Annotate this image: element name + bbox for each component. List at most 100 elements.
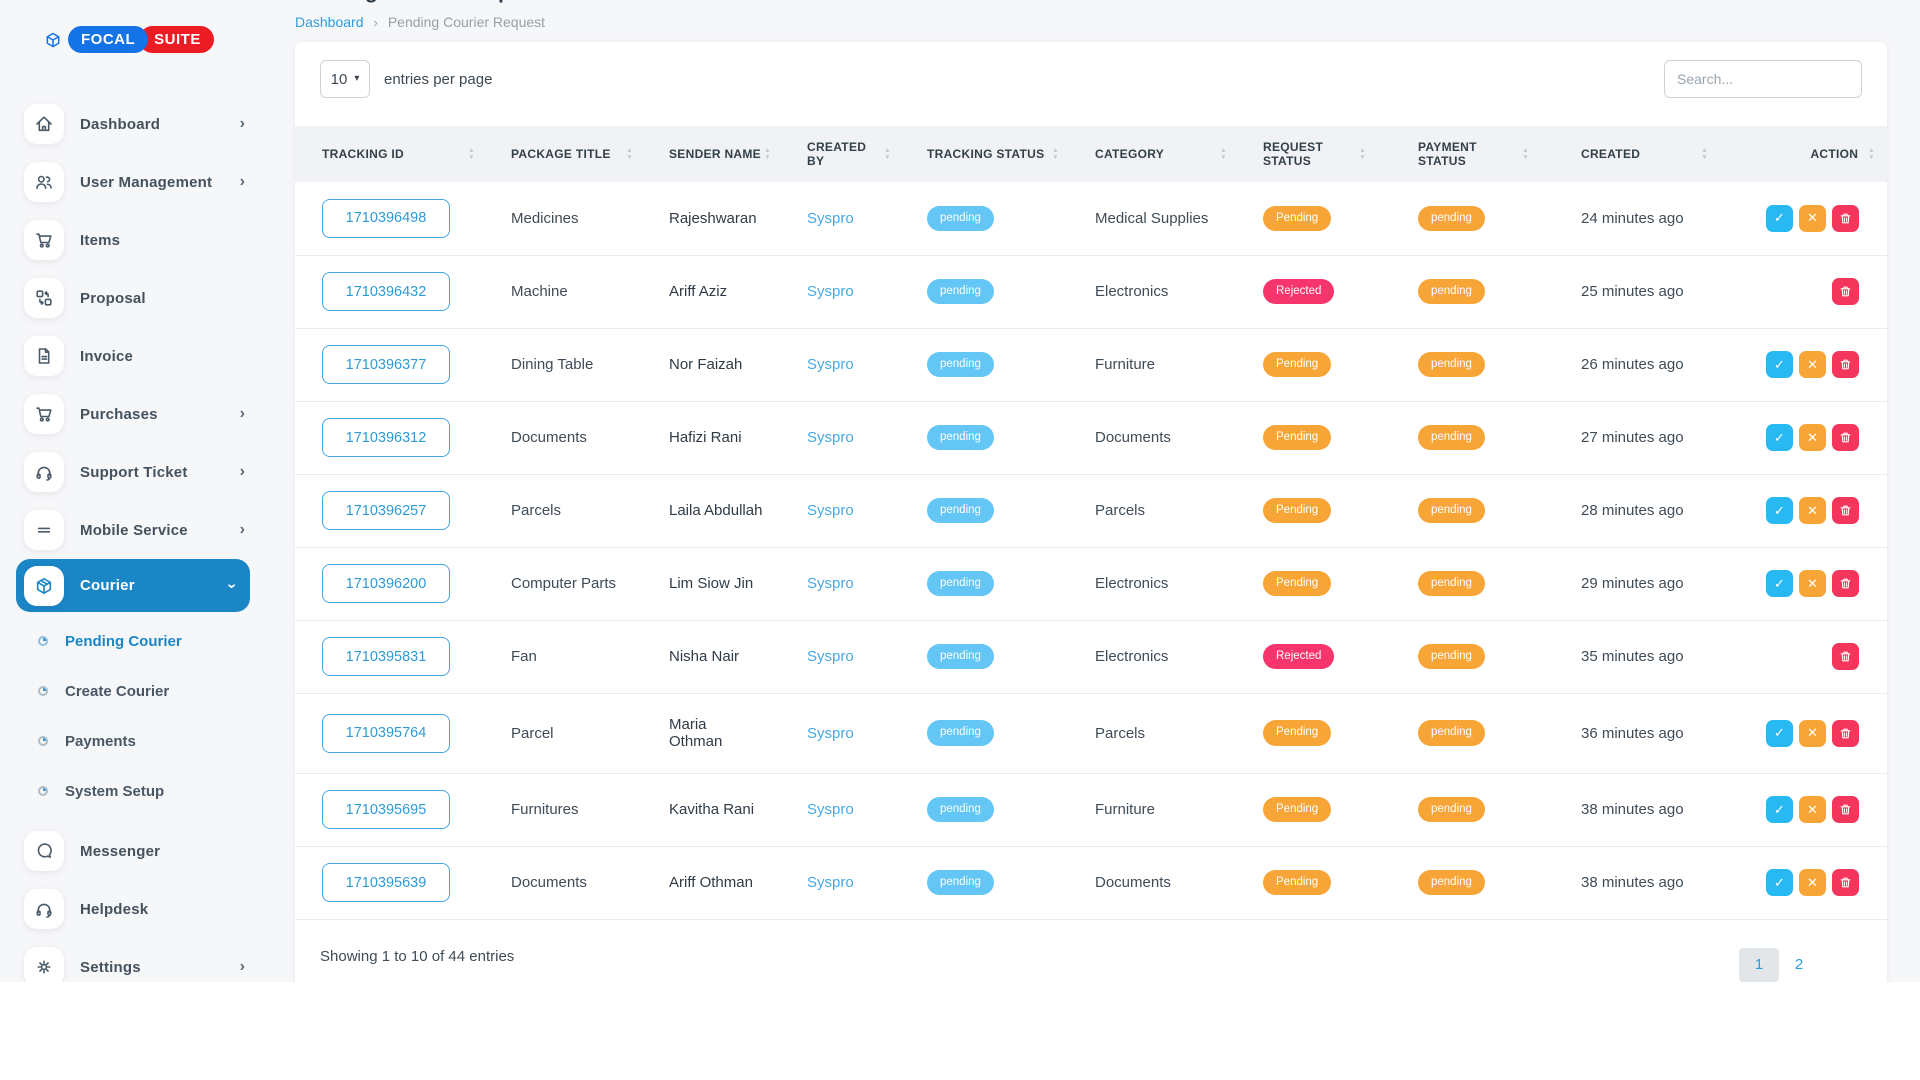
tracking-id-chip[interactable]: 1710396257	[322, 491, 450, 530]
column-header-label[interactable]: Request Status	[1263, 140, 1324, 168]
sort-arrows-icon[interactable]	[626, 148, 633, 161]
sort-arrows-icon[interactable]	[1701, 148, 1708, 161]
sort-arrows-icon[interactable]	[764, 148, 771, 161]
brand-logo[interactable]: FOCAL SUITE	[0, 0, 265, 53]
sort-arrows-icon[interactable]	[1220, 148, 1227, 161]
sort-arrows-icon[interactable]	[1052, 148, 1059, 161]
page-button-2[interactable]: 2	[1794, 956, 1804, 973]
column-header-label[interactable]: Category	[1095, 147, 1165, 161]
delete-button[interactable]	[1832, 351, 1859, 378]
reject-button[interactable]	[1799, 424, 1826, 451]
column-header-created[interactable]: Created	[1581, 126, 1760, 182]
sort-arrows-icon[interactable]	[1522, 148, 1529, 161]
sidebar-item-messenger[interactable]: Messenger	[0, 822, 265, 880]
delete-button[interactable]	[1832, 570, 1859, 597]
reject-button[interactable]	[1799, 204, 1826, 232]
reject-button[interactable]	[1799, 497, 1826, 524]
created-by-link[interactable]: Syspro	[807, 724, 854, 742]
delete-button[interactable]	[1832, 497, 1859, 524]
column-header-label[interactable]: Package Title	[511, 147, 611, 161]
created-by-link[interactable]: Syspro	[807, 356, 854, 373]
sidebar-item-helpdesk[interactable]: Helpdesk	[0, 880, 265, 938]
reject-button[interactable]	[1799, 719, 1826, 747]
column-header-category[interactable]: Category	[1095, 126, 1263, 182]
column-header-created-by[interactable]: Created By	[807, 126, 927, 182]
entries-per-page-select[interactable]: 10	[320, 60, 370, 98]
tracking-id-chip[interactable]: 1710395831	[322, 637, 450, 676]
delete-button[interactable]	[1832, 796, 1859, 823]
created-by-link[interactable]: Syspro	[807, 801, 854, 818]
sort-arrows-icon[interactable]	[884, 148, 891, 161]
column-header-package-title[interactable]: Package Title	[511, 126, 669, 182]
created-by-link[interactable]: Syspro	[807, 283, 854, 300]
created-by-link[interactable]: Syspro	[807, 429, 854, 446]
column-header-request-status[interactable]: Request Status	[1263, 126, 1418, 182]
column-header-label[interactable]: Created By	[807, 140, 867, 168]
approve-button[interactable]	[1766, 351, 1793, 378]
approve-button[interactable]	[1766, 570, 1793, 597]
delete-button[interactable]	[1832, 204, 1859, 232]
delete-button[interactable]	[1832, 424, 1859, 451]
sidebar-item-proposal[interactable]: Proposal	[0, 269, 265, 327]
tracking-id-chip[interactable]: 1710396498	[322, 198, 450, 238]
sidebar-item-settings[interactable]: Settings	[0, 938, 265, 982]
approve-button[interactable]	[1766, 869, 1793, 896]
sort-arrows-icon[interactable]	[1359, 148, 1366, 161]
column-header-label[interactable]: Sender Name	[669, 147, 761, 161]
sidebar-item-dashboard[interactable]: Dashboard	[0, 95, 265, 153]
reject-button[interactable]	[1799, 351, 1826, 378]
sidebar-item-user-management[interactable]: User Management	[0, 153, 265, 211]
reject-button[interactable]	[1799, 796, 1826, 823]
column-header-label[interactable]: Payment Status	[1418, 140, 1477, 168]
approve-button[interactable]	[1766, 796, 1793, 823]
column-header-label[interactable]: Tracking Status	[927, 147, 1045, 161]
delete-button[interactable]	[1832, 643, 1859, 670]
delete-button[interactable]	[1832, 278, 1859, 305]
column-header-tracking-id[interactable]: Tracking ID	[295, 126, 511, 182]
sidebar-item-invoice[interactable]: Invoice	[0, 327, 265, 385]
search-input[interactable]	[1664, 60, 1862, 98]
tracking-id-chip[interactable]: 1710395764	[322, 713, 450, 753]
sidebar-item-support-ticket[interactable]: Support Ticket	[0, 443, 265, 501]
sidebar-item-courier[interactable]: Courier	[16, 559, 250, 612]
tracking-id-chip[interactable]: 1710396432	[322, 272, 450, 311]
delete-button[interactable]	[1832, 869, 1859, 896]
approve-button[interactable]	[1766, 719, 1793, 747]
created-by-link[interactable]: Syspro	[807, 874, 854, 891]
column-header-label[interactable]: Tracking ID	[322, 147, 404, 161]
sidebar-subitem-payments[interactable]: Payments	[0, 716, 265, 766]
approve-button[interactable]	[1766, 204, 1793, 232]
created-by-link[interactable]: Syspro	[807, 502, 854, 519]
sidebar-subitem-create-courier[interactable]: Create Courier	[0, 666, 265, 716]
sidebar-item-purchases[interactable]: Purchases	[0, 385, 265, 443]
chevron-right-icon	[240, 959, 245, 975]
tracking-id-chip[interactable]: 1710396312	[322, 418, 450, 457]
tracking-id-chip[interactable]: 1710395695	[322, 790, 450, 829]
sidebar-subitem-system-setup[interactable]: System Setup	[0, 766, 265, 816]
created-by-link[interactable]: Syspro	[807, 648, 854, 665]
column-header-payment-status[interactable]: Payment Status	[1418, 126, 1581, 182]
created-by-link[interactable]: Syspro	[807, 209, 854, 227]
sort-arrows-icon[interactable]	[468, 148, 475, 161]
tracking-id-chip[interactable]: 1710395639	[322, 863, 450, 902]
column-header-label[interactable]: Action	[1810, 147, 1859, 161]
delete-button[interactable]	[1832, 719, 1859, 747]
sort-arrows-icon[interactable]	[1868, 148, 1875, 161]
column-header-action[interactable]: Action	[1760, 126, 1887, 182]
breadcrumb-dashboard-link[interactable]: Dashboard	[295, 14, 364, 30]
tracking-id-chip[interactable]: 1710396200	[322, 564, 450, 603]
reject-button[interactable]	[1799, 570, 1826, 597]
approve-button[interactable]	[1766, 497, 1793, 524]
page-button-1[interactable]: 1	[1739, 947, 1779, 982]
tracking-status-badge: pending	[927, 351, 994, 378]
column-header-label[interactable]: Created	[1581, 147, 1641, 161]
approve-button[interactable]	[1766, 424, 1793, 451]
sidebar-item-mobile-service[interactable]: Mobile Service	[0, 501, 265, 559]
column-header-sender-name[interactable]: Sender Name	[669, 126, 807, 182]
sidebar-item-items[interactable]: Items	[0, 211, 265, 269]
column-header-tracking-status[interactable]: Tracking Status	[927, 126, 1095, 182]
created-by-link[interactable]: Syspro	[807, 575, 854, 592]
sidebar-subitem-pending-courier[interactable]: Pending Courier	[0, 616, 265, 666]
tracking-id-chip[interactable]: 1710396377	[322, 345, 450, 384]
reject-button[interactable]	[1799, 869, 1826, 896]
